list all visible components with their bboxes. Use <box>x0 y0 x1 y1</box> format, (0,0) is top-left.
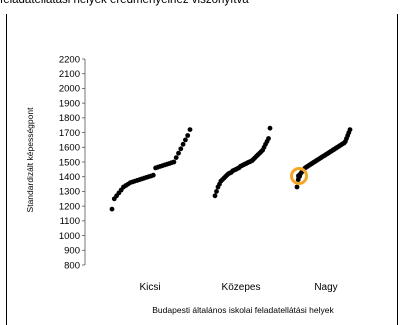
y-tick-label: 1900 <box>59 98 80 109</box>
y-tick-label: 1200 <box>59 201 80 212</box>
y-tick-label: 1600 <box>59 143 80 154</box>
highlighted-point <box>296 172 302 179</box>
data-point <box>214 189 219 194</box>
y-tick-label: 1500 <box>59 157 80 168</box>
y-tick-label: 1300 <box>59 187 80 198</box>
category-labels: Kicsi Közepes Nagy <box>139 282 337 293</box>
x-axis-title: Budapesti általános iskolai feladatellát… <box>152 305 334 315</box>
data-point <box>266 136 271 141</box>
data-point <box>212 193 218 199</box>
y-tick-label: 1100 <box>60 216 80 227</box>
chart-frame <box>6 14 398 325</box>
page-title: feladatellátási helyek eredményeihez vis… <box>0 0 249 6</box>
category-label: Kicsi <box>139 282 160 293</box>
data-point <box>173 155 179 161</box>
category-label: Nagy <box>314 282 337 293</box>
y-tick-label: 2000 <box>59 84 80 95</box>
data-point <box>109 206 115 212</box>
y-tick-label: 1400 <box>59 172 80 183</box>
data-point <box>171 159 177 165</box>
data-point <box>150 172 156 178</box>
category-label: Közepes <box>222 282 261 293</box>
y-axis-title: Standardizált képességpont <box>25 107 35 213</box>
data-point <box>185 133 191 138</box>
data-point <box>187 127 193 132</box>
y-tick-label: 1800 <box>59 113 80 124</box>
data-point <box>347 127 353 132</box>
y-tick-label: 1700 <box>59 128 80 139</box>
data-point <box>183 137 188 143</box>
y-tick-label: 1000 <box>59 231 80 242</box>
data-points <box>109 125 353 212</box>
highlight-ring <box>290 166 308 185</box>
y-axis: 800 900 1000 1100 1200 1300 1400 1500 1600 1700 18… <box>59 54 86 271</box>
y-tick-label: 2100 <box>59 69 80 80</box>
data-point <box>178 146 184 152</box>
data-point <box>294 184 300 190</box>
data-point <box>176 150 181 156</box>
data-point <box>180 141 186 147</box>
y-tick-label: 900 <box>64 246 80 257</box>
y-tick-label: 2200 <box>59 54 80 65</box>
y-tick-label: 800 <box>64 260 80 271</box>
data-point <box>267 125 273 131</box>
